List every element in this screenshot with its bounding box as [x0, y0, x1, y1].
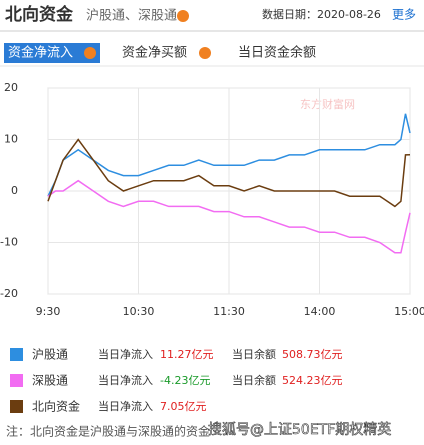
y-tick-label: 20	[4, 81, 18, 94]
x-tick-label: 11:30	[213, 305, 245, 318]
balance-label: 当日余额	[232, 347, 276, 361]
help-icon[interactable]	[199, 47, 211, 59]
more-link[interactable]: 更多	[392, 8, 416, 22]
balance-label: 当日余额	[232, 373, 276, 387]
watermark: 东方财富网	[300, 97, 355, 111]
subtitle: 沪股通、深股通	[86, 8, 177, 24]
x-tick-label: 14:00	[304, 305, 336, 318]
legend-label: 深股通	[32, 374, 68, 388]
help-icon[interactable]	[177, 10, 189, 22]
tab[interactable]: 资金净流入	[8, 45, 73, 61]
inflow-value: -4.23亿元	[160, 374, 210, 387]
inflow-label: 当日净流入	[98, 347, 153, 361]
watermark: 搜狐号@上证50ETF期权精英	[208, 421, 391, 438]
inflow-value: 7.05亿元	[160, 400, 207, 413]
inflow-value: 11.27亿元	[160, 348, 214, 361]
help-icon[interactable]	[84, 47, 96, 59]
legend-swatch	[10, 374, 23, 387]
line	[47, 179, 411, 254]
x-tick-label: 10:30	[123, 305, 155, 318]
title: 北向资金	[5, 4, 74, 25]
balance-value: 524.23亿元	[282, 374, 343, 387]
x-tick-label: 15:00	[394, 305, 424, 318]
line	[47, 113, 411, 197]
date: 数据日期：2020-08-26	[262, 7, 381, 21]
legend-swatch	[10, 348, 23, 361]
inflow-label: 当日净流入	[98, 399, 153, 413]
y-tick-label: 10	[4, 133, 18, 146]
tab-active-bg[interactable]	[4, 43, 100, 63]
x-tick-label: 9:30	[36, 305, 61, 318]
legend-swatch	[10, 400, 23, 413]
legend-label: 北向资金	[32, 399, 80, 414]
footnote: 注：北向资金是沪股通与深股通的资金	[6, 424, 210, 439]
legend-label: 沪股通	[32, 348, 68, 362]
tab[interactable]: 当日资金余额	[238, 45, 316, 61]
tab[interactable]: 资金净买额	[122, 45, 187, 61]
line	[47, 138, 411, 208]
y-tick-label: -10	[0, 236, 18, 249]
y-tick-label: -20	[0, 287, 18, 300]
balance-value: 508.73亿元	[282, 348, 343, 361]
inflow-label: 当日净流入	[98, 373, 153, 387]
y-tick-label: 0	[11, 184, 18, 197]
